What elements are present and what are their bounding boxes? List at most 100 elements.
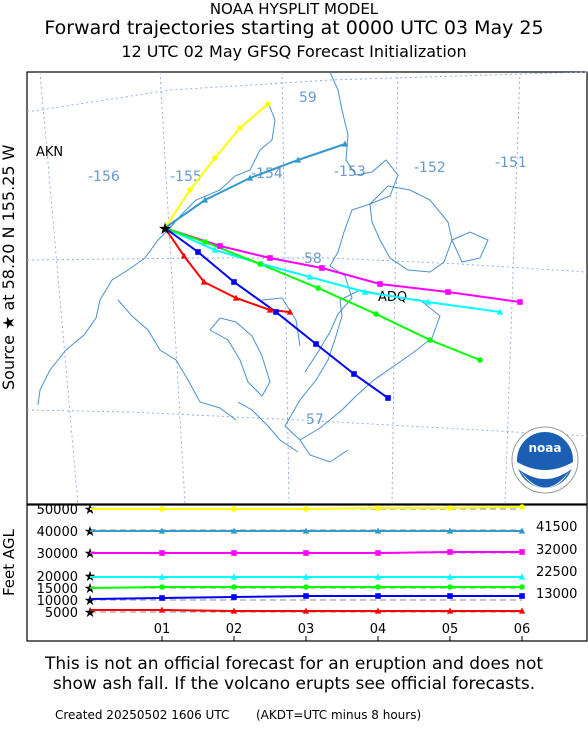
trajectory-marker-red [230, 607, 238, 614]
forecast-init-title: 12 UTC 02 May GFSQ Forecast Initializati… [121, 42, 467, 61]
graticule [26, 71, 588, 505]
created-timestamp: Created 20250502 1606 UTC [55, 708, 230, 722]
lon-label: -155 [170, 169, 202, 185]
height-tick-label: 20000 [37, 570, 78, 585]
map-frame [26, 71, 588, 505]
x-tick-label: 04 [370, 622, 387, 637]
trajectory-marker-blue [303, 593, 309, 599]
height-tick-label: 40000 [37, 525, 78, 540]
trajectory-marker-cyan [211, 246, 219, 253]
trajectory-marker-blue [447, 593, 453, 599]
trajectory-marker-magenta [159, 550, 165, 556]
trajectory-marker-magenta [519, 549, 525, 555]
station-akn-label: AKN [36, 145, 63, 160]
height-tick-label: 50000 [37, 503, 78, 518]
trajectory-marker-magenta [319, 265, 325, 271]
trajectory-marker-steelblue [158, 527, 166, 534]
trajectory-marker-red [518, 607, 526, 614]
trajectory-marker-magenta [447, 549, 453, 555]
height-axis-label: Feet AGL [0, 528, 18, 596]
trajectory-marker-cyan [306, 273, 314, 280]
trajectory-marker-red [446, 607, 454, 614]
trajectory-marker-steelblue [230, 527, 238, 534]
lat-label: 59 [299, 90, 317, 106]
trajectory-marker-magenta [217, 243, 223, 249]
lat-label: 57 [306, 412, 324, 428]
lon-label: -151 [495, 155, 527, 171]
trajectory-marker-green [231, 584, 237, 590]
height-right-label: 41500 [536, 520, 577, 535]
coastline [37, 71, 489, 463]
trajectory-marker-blue [231, 594, 237, 600]
trajectory-marker-red [266, 306, 274, 313]
trajectory-marker-steelblue [518, 527, 526, 534]
trajectory-marker-yellow [375, 505, 381, 511]
trajectory-marker-yellow [265, 101, 271, 107]
trajectory-marker-magenta [267, 255, 273, 261]
lon-label: -153 [334, 164, 366, 180]
model-title: NOAA HYSPLIT MODEL [209, 0, 379, 18]
trajectory-marker-cyan [424, 298, 432, 305]
trajectory-marker-green [159, 584, 165, 590]
trajectory-marker-red [374, 607, 382, 614]
lon-label: -152 [414, 160, 446, 176]
trajectory-marker-yellow [237, 125, 243, 131]
trajectory-marker-blue [375, 593, 381, 599]
trajectory-marker-yellow [519, 504, 525, 510]
trajectory-marker-red [286, 308, 294, 315]
trajectory-marker-green [375, 584, 381, 590]
trajectory-marker-steelblue [374, 527, 382, 534]
trajectory-marker-yellow [187, 187, 193, 193]
trajectory-marker-steelblue [246, 174, 254, 181]
trajectory-marker-blue [231, 279, 237, 285]
trajectory-marker-green [447, 584, 453, 590]
x-tick-label: 01 [154, 622, 171, 637]
lon-label: -154 [251, 166, 283, 182]
trajectory-marker-green [257, 261, 263, 267]
disclaimer-line-2: show ash fall. If the volcano erupts see… [52, 674, 536, 694]
lat-label: 58 [304, 251, 322, 267]
trajectory-marker-green [315, 285, 321, 291]
height-source-star-icon: ★ [84, 605, 97, 621]
trajectory-marker-blue [195, 249, 201, 255]
lon-label: -156 [88, 169, 120, 185]
trajectory-marker-yellow [447, 505, 453, 511]
trajectory-marker-red [158, 606, 166, 613]
trajectory-marker-blue [313, 341, 319, 347]
trajectory-marker-cyan [361, 288, 369, 295]
source-location-label: Source ★ at 58.20 N 155.25 W [0, 144, 18, 390]
trajectory-marker-cyan [158, 573, 166, 580]
x-tick-label: 06 [514, 622, 531, 637]
source-star-icon: ★ [158, 219, 172, 238]
height-source-star-icon: ★ [84, 593, 97, 609]
height-source-star-icon: ★ [84, 581, 97, 597]
x-tick-label: 02 [226, 622, 243, 637]
trajectory-marker-magenta [303, 550, 309, 556]
trajectory-marker-steelblue [302, 527, 310, 534]
x-tick-label: 05 [442, 622, 459, 637]
trajectory-marker-green [519, 584, 525, 590]
trajectory-marker-red [232, 294, 240, 301]
noaa-logo-text: noaa [529, 441, 562, 455]
trajectory-marker-green [477, 357, 483, 363]
trajectory-marker-cyan [374, 573, 382, 580]
trajectory-marker-yellow [303, 506, 309, 512]
trajectory-marker-cyan [518, 573, 526, 580]
trajectory-marker-yellow [159, 506, 165, 512]
trajectory-marker-magenta [377, 281, 383, 287]
trajectory-marker-cyan [496, 308, 504, 315]
trajectory-marker-blue [159, 595, 165, 601]
trajectory-marker-green [427, 337, 433, 343]
height-tick-label: 10000 [37, 594, 78, 609]
trajectory-marker-steelblue [341, 140, 349, 147]
trajectory-marker-blue [351, 371, 357, 377]
trajectory-marker-green [373, 311, 379, 317]
trajectory-marker-steelblue [446, 527, 454, 534]
trajectory-marker-red [180, 252, 188, 259]
trajectory-marker-blue [519, 593, 525, 599]
trajectory-marker-green [303, 584, 309, 590]
trajectory-marker-blue [385, 395, 391, 401]
disclaimer-line-1: This is not an official forecast for an … [44, 654, 544, 674]
trajectory-marker-red [200, 278, 208, 285]
